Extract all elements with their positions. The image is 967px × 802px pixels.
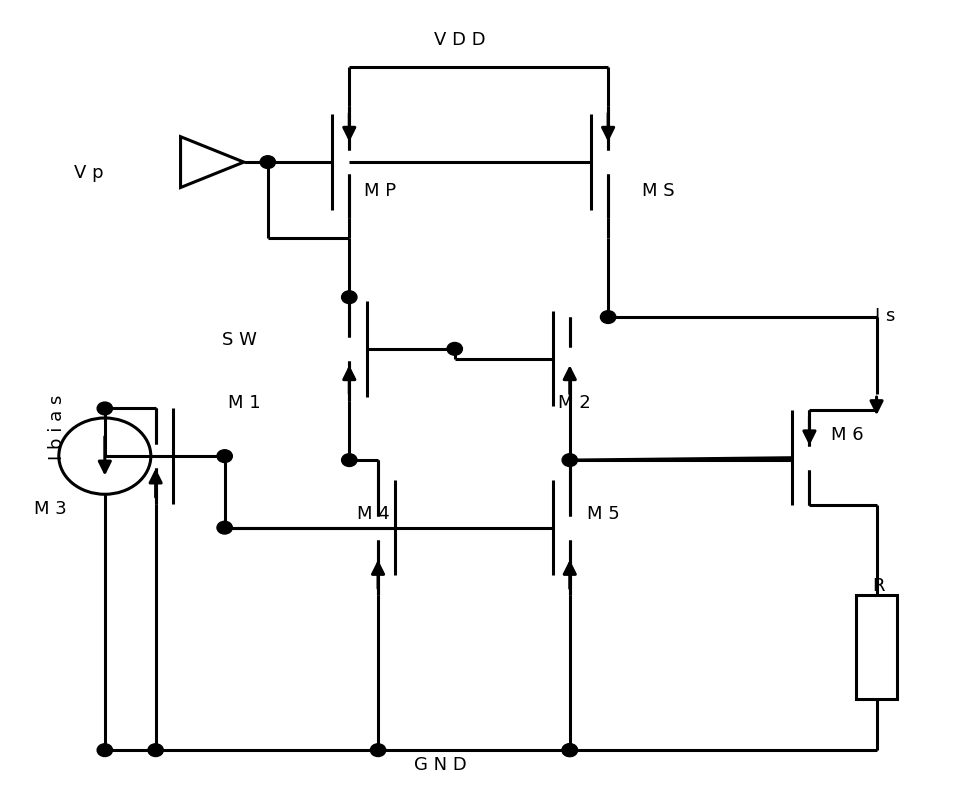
Circle shape xyxy=(97,403,112,415)
Text: M 3: M 3 xyxy=(34,499,67,517)
Text: V p: V p xyxy=(73,164,103,181)
Text: M 5: M 5 xyxy=(587,504,620,523)
Circle shape xyxy=(217,450,232,463)
Text: M 1: M 1 xyxy=(228,394,261,411)
Circle shape xyxy=(601,311,616,324)
Text: M 4: M 4 xyxy=(357,504,390,523)
Circle shape xyxy=(217,521,232,534)
Circle shape xyxy=(370,744,386,756)
Text: M P: M P xyxy=(364,182,396,200)
Circle shape xyxy=(148,744,163,756)
Circle shape xyxy=(562,744,577,756)
Text: M 6: M 6 xyxy=(831,425,864,444)
Circle shape xyxy=(341,454,357,467)
Text: V D D: V D D xyxy=(434,31,485,49)
Text: M S: M S xyxy=(642,182,674,200)
Text: I s: I s xyxy=(874,306,895,324)
Circle shape xyxy=(562,744,577,756)
Text: G N D: G N D xyxy=(414,755,467,773)
Circle shape xyxy=(97,744,112,756)
Circle shape xyxy=(341,291,357,304)
Circle shape xyxy=(260,156,276,169)
Circle shape xyxy=(447,343,462,356)
Text: M 2: M 2 xyxy=(558,394,591,411)
Text: S W: S W xyxy=(221,330,256,348)
Circle shape xyxy=(562,454,577,467)
Text: R: R xyxy=(872,576,884,594)
Text: I b i a s: I b i a s xyxy=(48,394,66,459)
Bar xyxy=(857,595,896,699)
